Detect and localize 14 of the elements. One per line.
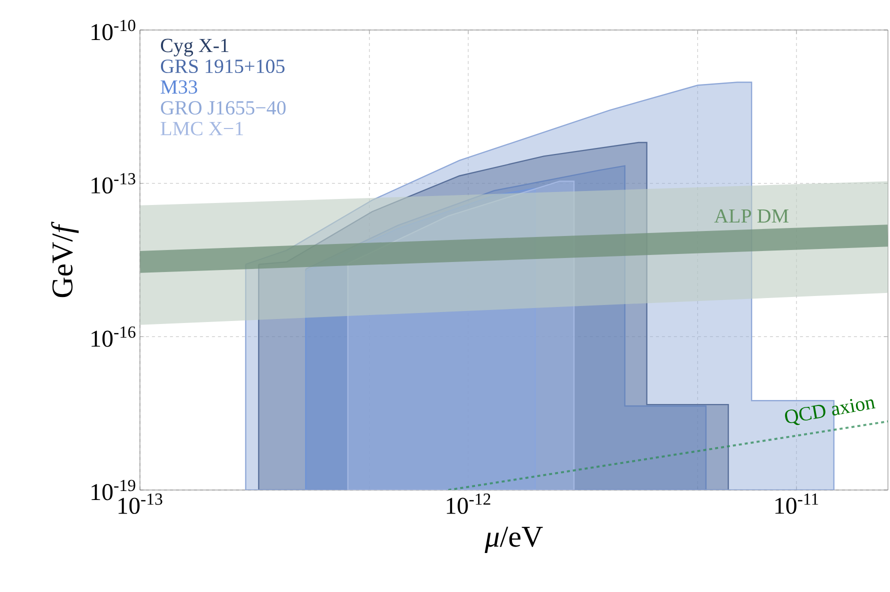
y-tick-label: 10$^{-13}$	[92, 173, 136, 194]
x-axis-title: μ/eV	[484, 526, 543, 553]
y-axis-title: GeV/f	[51, 222, 79, 298]
text: GRO J1655−40	[160, 101, 286, 115]
text: M33	[160, 80, 198, 94]
text: Cyg X-1	[160, 38, 228, 56]
x-tick-label: 10$^{-11}$	[775, 494, 818, 514]
text: GRS 1915+105	[160, 60, 284, 74]
y-tick-label: 10$^{-10}$	[92, 20, 136, 40]
annotation: ALP DM	[714, 209, 788, 223]
y-tick-label: 10$^{-16}$	[92, 326, 136, 347]
text: LMC X−1	[160, 122, 243, 136]
x-tick-label: 10$^{-12}$	[446, 494, 490, 514]
annotation: QCD axion	[785, 398, 876, 426]
